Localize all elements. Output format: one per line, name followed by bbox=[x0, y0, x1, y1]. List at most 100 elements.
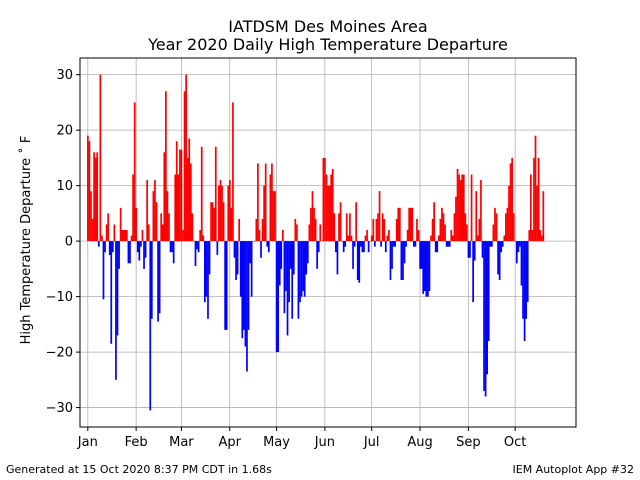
bar bbox=[272, 191, 275, 242]
x-tick-label: Feb bbox=[125, 435, 148, 450]
bar bbox=[383, 218, 386, 242]
bar bbox=[232, 102, 234, 242]
bar bbox=[358, 241, 361, 283]
bar bbox=[526, 241, 529, 303]
bar bbox=[359, 241, 362, 247]
x-tick-label: Jan bbox=[77, 435, 98, 450]
bar bbox=[459, 180, 462, 242]
bar bbox=[317, 241, 320, 253]
bar bbox=[286, 241, 289, 336]
bar bbox=[327, 185, 329, 242]
bar bbox=[338, 213, 340, 242]
plot-frame bbox=[79, 57, 577, 428]
bar bbox=[230, 207, 233, 242]
x-tick-label: May bbox=[263, 435, 290, 450]
bar bbox=[292, 241, 295, 275]
bar bbox=[136, 241, 139, 253]
bar bbox=[113, 224, 116, 242]
bar bbox=[260, 241, 262, 258]
bar bbox=[352, 241, 354, 269]
bar bbox=[322, 157, 325, 242]
bar bbox=[204, 241, 206, 303]
bar bbox=[489, 241, 492, 247]
bar bbox=[311, 191, 314, 242]
bar bbox=[342, 241, 345, 253]
bar bbox=[158, 241, 161, 314]
bar bbox=[476, 235, 479, 242]
y-tick-label: −20 bbox=[46, 346, 73, 361]
x-tick-label: Sep bbox=[456, 435, 481, 450]
bar bbox=[255, 218, 258, 242]
bar bbox=[372, 218, 375, 242]
bar bbox=[168, 213, 170, 242]
bar bbox=[466, 224, 468, 242]
bar bbox=[196, 241, 198, 250]
bar bbox=[267, 241, 270, 253]
bar bbox=[280, 241, 283, 269]
bar bbox=[411, 207, 414, 242]
bar bbox=[455, 196, 457, 242]
bar bbox=[409, 207, 412, 242]
bar bbox=[367, 241, 370, 253]
bar bbox=[222, 202, 225, 242]
bar bbox=[392, 241, 395, 247]
bar bbox=[462, 174, 465, 242]
bar bbox=[377, 213, 379, 242]
x-axis-ticks: Jan Feb Mar Apr May Jun Jul Aug Sep Oct bbox=[77, 427, 526, 450]
bar bbox=[150, 241, 153, 319]
bar bbox=[228, 180, 231, 242]
bar bbox=[160, 213, 163, 242]
bar bbox=[492, 224, 495, 242]
bar bbox=[193, 241, 195, 242]
bar bbox=[249, 241, 251, 264]
bar bbox=[313, 207, 315, 242]
bar bbox=[171, 241, 173, 253]
bar bbox=[374, 241, 376, 247]
bar bbox=[389, 241, 392, 280]
x-tick-label: Jun bbox=[314, 435, 335, 450]
bar bbox=[277, 241, 280, 353]
bar bbox=[414, 241, 417, 247]
bar bbox=[487, 241, 490, 341]
bar bbox=[402, 241, 404, 280]
bar bbox=[403, 241, 406, 264]
bar bbox=[450, 230, 453, 242]
bar bbox=[213, 207, 216, 242]
bar bbox=[529, 174, 532, 242]
bar bbox=[381, 213, 384, 242]
bar bbox=[166, 191, 169, 242]
bar bbox=[422, 241, 425, 294]
bar bbox=[126, 230, 128, 242]
bar bbox=[119, 207, 122, 242]
bar bbox=[239, 241, 242, 297]
x-tick-label: Apr bbox=[218, 435, 241, 450]
x-tick-label: Oct bbox=[504, 435, 526, 450]
bar bbox=[185, 74, 187, 242]
bar bbox=[324, 157, 326, 242]
bars-layer bbox=[87, 74, 545, 411]
bar bbox=[448, 241, 451, 247]
bar bbox=[388, 230, 390, 242]
bar bbox=[275, 241, 278, 353]
bar bbox=[495, 213, 498, 242]
bar bbox=[349, 213, 351, 242]
bar bbox=[211, 202, 214, 242]
bar bbox=[302, 241, 304, 292]
x-tick-label: Aug bbox=[407, 435, 432, 450]
bar bbox=[369, 241, 372, 242]
bar bbox=[124, 230, 127, 242]
bar bbox=[458, 174, 460, 242]
bar bbox=[253, 241, 256, 242]
bar bbox=[539, 230, 542, 242]
bar bbox=[194, 241, 197, 267]
bar bbox=[111, 241, 114, 253]
bar bbox=[96, 152, 99, 242]
bar bbox=[316, 241, 319, 269]
bar bbox=[442, 213, 445, 242]
bar bbox=[154, 180, 156, 242]
bar bbox=[285, 241, 287, 292]
bar bbox=[417, 230, 420, 242]
bar bbox=[246, 241, 248, 372]
y-tick-label: −30 bbox=[46, 401, 73, 416]
